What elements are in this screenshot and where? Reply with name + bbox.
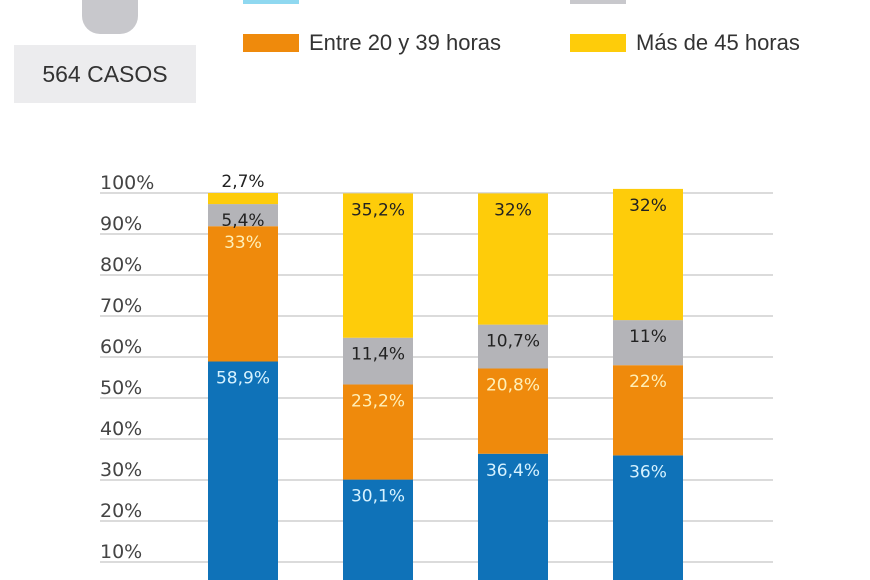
legend-swatch [243, 34, 299, 52]
data-label: 10,7% [486, 332, 540, 352]
bar-segment [208, 193, 278, 205]
bar-segment [478, 453, 548, 580]
bar-segment [343, 479, 413, 580]
data-label: 32% [629, 196, 667, 216]
bar-segment [343, 193, 413, 338]
y-tick-label: 80% [100, 254, 142, 276]
legend-item-series-1 [243, 0, 309, 4]
y-tick-label: 100% [100, 172, 154, 194]
data-label: 11,4% [351, 345, 405, 365]
bar-segment [478, 368, 548, 454]
y-tick-label: 70% [100, 295, 142, 317]
legend-item-series-4: Más de 45 horas [570, 30, 800, 56]
data-label: 5,4% [221, 211, 264, 231]
data-label: 33% [224, 233, 262, 253]
bar-segment [613, 188, 683, 321]
bar-segment [343, 384, 413, 480]
data-label: 22% [629, 372, 667, 392]
y-tick-label: 10% [100, 541, 142, 563]
bar-segment [613, 455, 683, 580]
bar-segment [478, 193, 548, 325]
bar-segment [208, 226, 278, 362]
data-label: 11% [629, 327, 667, 347]
bar-segment [613, 365, 683, 456]
y-tick-label: 40% [100, 418, 142, 440]
data-label: 30,1% [351, 487, 405, 507]
legend-swatch [570, 0, 626, 4]
bar-segment [208, 204, 278, 227]
legend-item-series-2: Entre 20 y 39 horas [243, 30, 501, 56]
bar-segment [343, 337, 413, 385]
data-label: 36% [629, 462, 667, 482]
y-tick-label: 30% [100, 459, 142, 481]
data-label: 36,4% [486, 461, 540, 481]
legend-swatch [243, 0, 299, 4]
bar-segment [208, 361, 278, 580]
cases-badge: 564 CASOS [14, 45, 196, 103]
y-tick-label: 20% [100, 500, 142, 522]
legend-swatch [570, 34, 626, 52]
legend-label: Entre 20 y 39 horas [309, 30, 502, 55]
y-tick-label: 50% [100, 377, 142, 399]
data-label: 32% [494, 200, 532, 220]
legend-label: Más de 45 horas [636, 30, 800, 55]
cases-label: 564 CASOS [42, 60, 168, 87]
decorative-shape [82, 0, 138, 34]
y-tick-label: 90% [100, 213, 142, 235]
bar-segment [613, 320, 683, 366]
data-label: 58,9% [216, 369, 270, 389]
data-label: 20,8% [486, 375, 540, 395]
legend-item-series-3 [570, 0, 636, 4]
y-tick-label: 60% [100, 336, 142, 358]
data-label: 23,2% [351, 391, 405, 411]
data-label: 2,7% [221, 172, 264, 192]
data-label: 35,2% [351, 200, 405, 220]
bar-segment [478, 324, 548, 369]
